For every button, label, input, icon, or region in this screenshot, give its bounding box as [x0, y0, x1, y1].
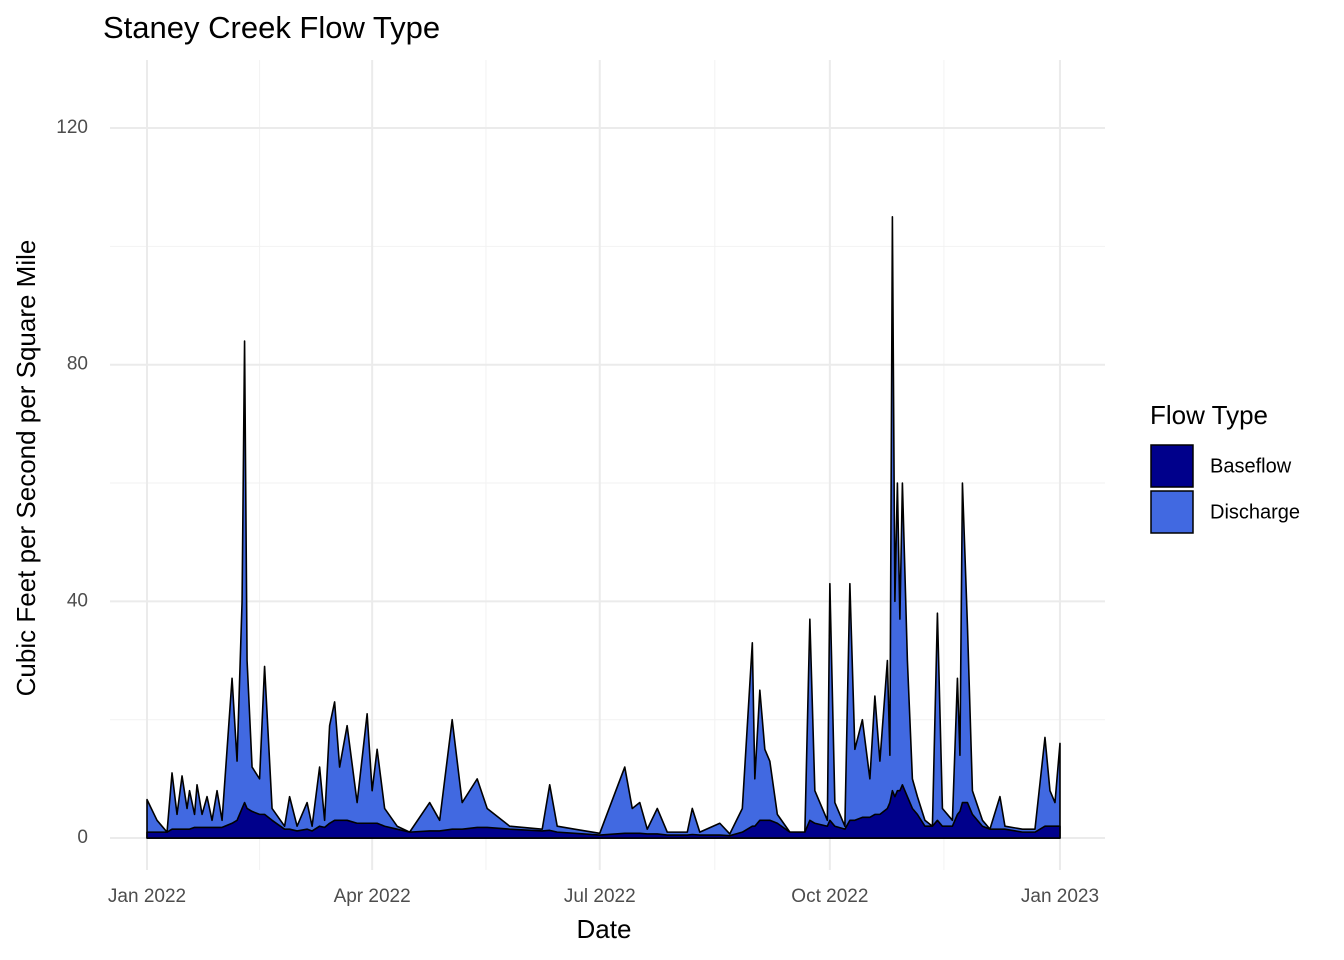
legend-label: Discharge	[1210, 501, 1300, 523]
legend-title: Flow Type	[1150, 400, 1268, 430]
y-tick-label: 80	[67, 354, 88, 375]
area	[146, 784, 1061, 839]
x-axis-title: Date	[577, 914, 632, 944]
x-tick-label: Oct 2022	[791, 886, 868, 907]
y-tick-label: 120	[56, 117, 88, 138]
area	[146, 215, 1061, 839]
legend-key	[1150, 490, 1194, 534]
legend-key	[1150, 444, 1194, 488]
chart-title: Staney Creek Flow Type	[103, 10, 440, 45]
y-axis-title: Cubic Feet per Second per Square Mile	[11, 240, 41, 697]
y-tick-label: 0	[77, 827, 88, 848]
y-tick-label: 40	[67, 590, 88, 611]
legend-label: Baseflow	[1210, 455, 1292, 477]
x-tick-label: Apr 2022	[334, 886, 411, 907]
x-tick-label: Jan 2022	[108, 886, 186, 907]
x-tick-label: Jan 2023	[1021, 886, 1099, 907]
x-tick-label: Jul 2022	[564, 886, 636, 907]
